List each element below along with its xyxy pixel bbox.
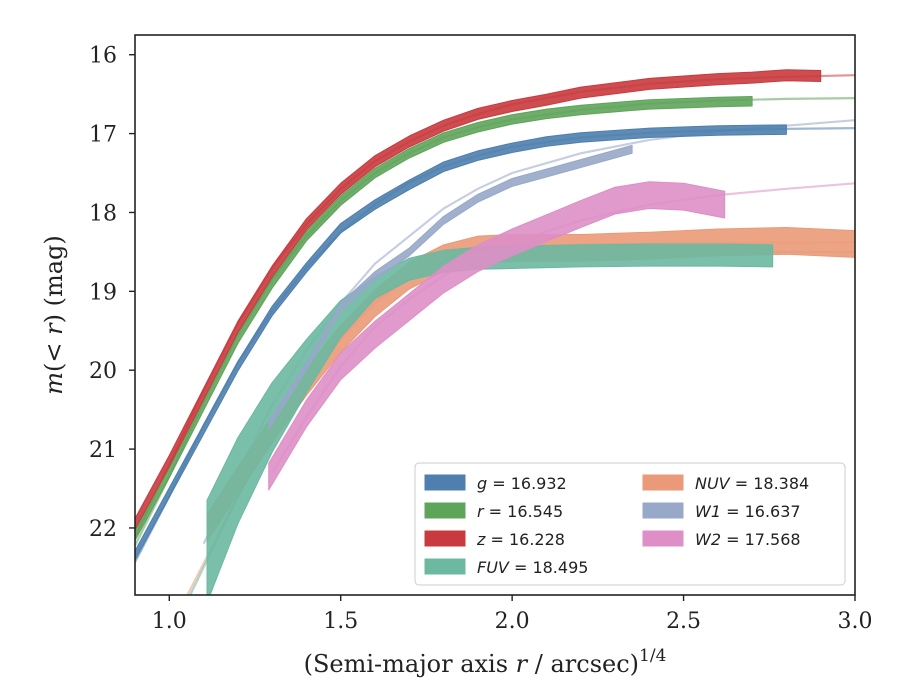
y-tick-label: 16 [89, 44, 117, 69]
y-axis-title: m(< r) (mag) [40, 235, 68, 395]
legend: g = 16.932 r = 16.545 z = 16.228 FUV = 18.4… [414, 462, 846, 586]
legend-swatch-nuv [642, 474, 684, 491]
data-band-r [135, 96, 753, 542]
legend-label-w1: W1 = 16.637 [695, 502, 801, 521]
legend-swatch-z [424, 530, 466, 547]
x-tick-label: 2.5 [666, 609, 701, 634]
legend-label-nuv: NUV = 18.384 [695, 474, 809, 493]
legend-swatch-w2 [642, 530, 684, 547]
x-tick-label: 1.5 [323, 609, 358, 634]
data-band-w1 [268, 144, 633, 430]
x-tick-label: 2.0 [495, 609, 530, 634]
legend-label-w2: W2 = 17.568 [695, 530, 801, 549]
plot-frame [134, 34, 856, 596]
legend-label-z: z = 16.228 [476, 530, 565, 549]
axis-ticks: 1.0 1.5 2.0 2.5 3.0 16 17 18 19 20 21 22 [89, 44, 873, 634]
y-tick-label: 19 [89, 280, 117, 305]
legend-label-r: r = 16.545 [477, 502, 563, 521]
y-tick-label: 18 [89, 201, 117, 226]
legend-swatch-w1 [642, 502, 684, 519]
plot-area [135, 69, 855, 595]
data-band-z [135, 69, 822, 530]
x-tick-label: 3.0 [838, 609, 873, 634]
legend-swatch-fuv [424, 558, 466, 575]
legend-label-fuv: FUV = 18.495 [477, 558, 588, 577]
legend-swatch-r [424, 502, 466, 519]
data-band-w2 [268, 181, 726, 491]
legend-label-g: g = 16.932 [477, 474, 567, 493]
y-tick-label: 20 [89, 359, 117, 384]
y-tick-label: 22 [89, 517, 117, 542]
x-tick-label: 1.0 [152, 609, 187, 634]
legend-swatch-g [424, 474, 466, 491]
y-tick-label: 17 [89, 123, 117, 148]
y-tick-label: 21 [89, 438, 117, 463]
legend-box [414, 462, 846, 586]
x-axis-title: (Semi-major axis r / arcsec)1/4 [304, 646, 667, 678]
data-band-g [135, 124, 787, 561]
